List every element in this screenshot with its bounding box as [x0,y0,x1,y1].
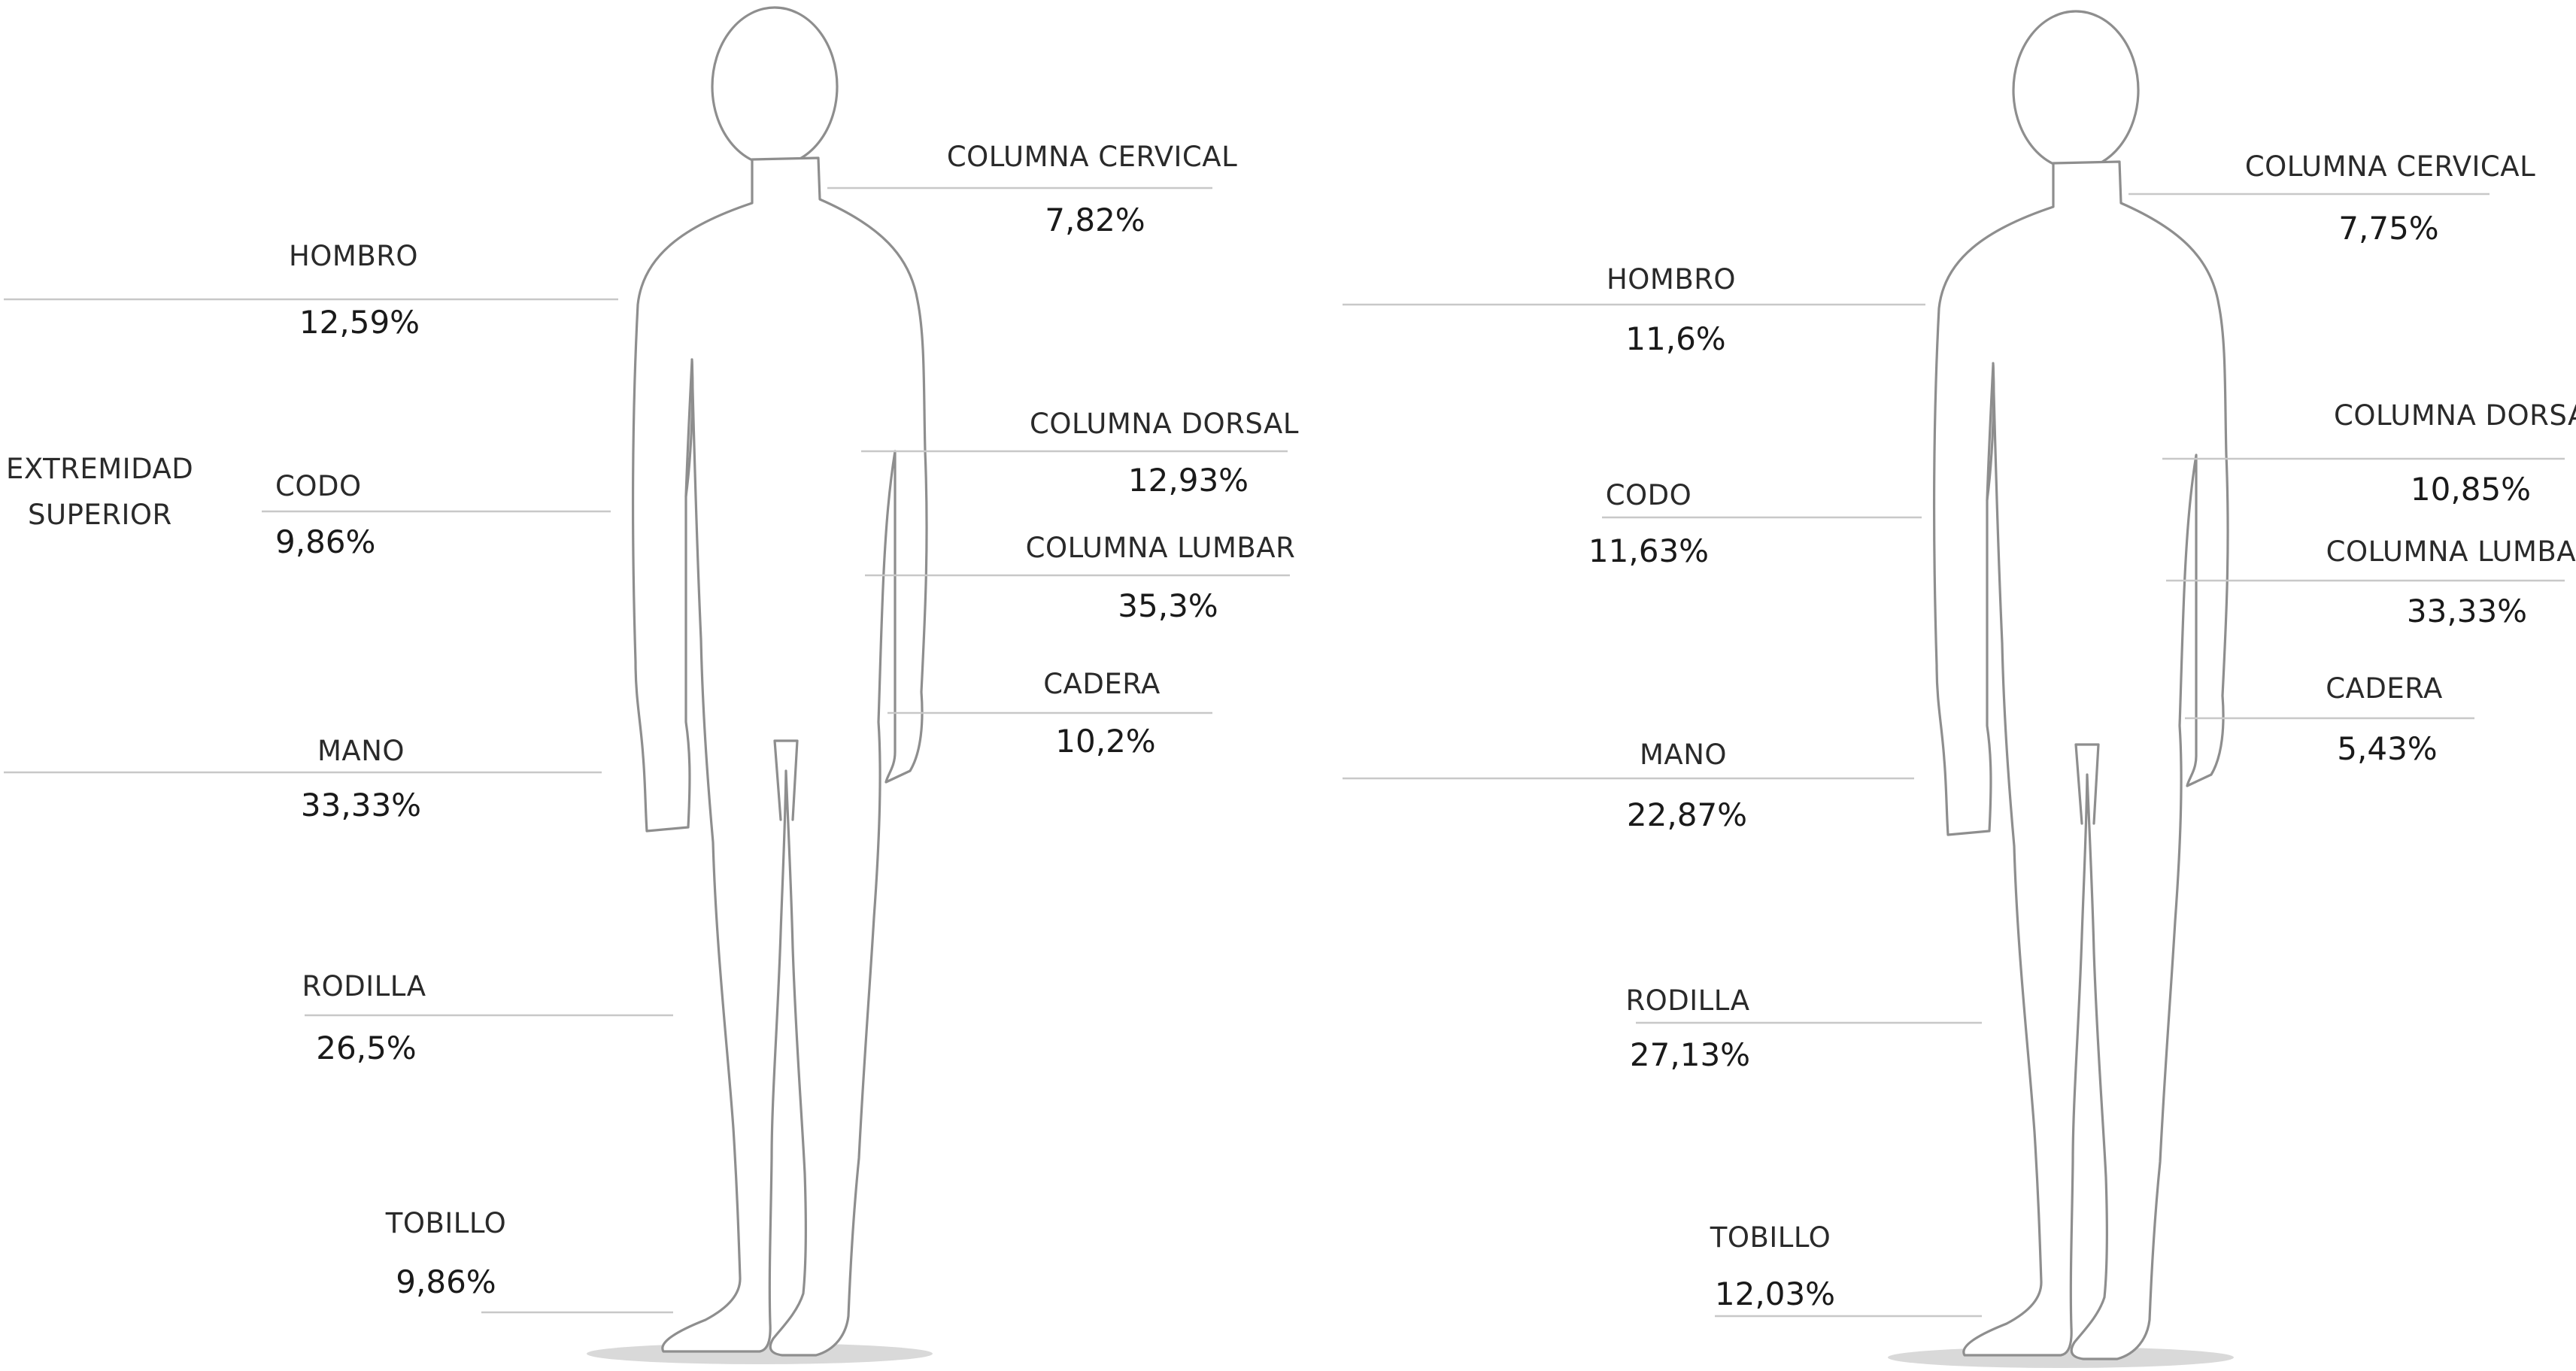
right-dorsal-label: COLUMNA DORSAL [2334,399,2576,432]
left-extremidad-superior-line1: EXTREMIDAD [6,453,194,485]
right-lumbar-value: 33,33% [2406,593,2528,629]
right-cervical-label: COLUMNA CERVICAL [2244,150,2536,183]
right-rodilla-label: RODILLA [1625,984,1750,1017]
left-dorsal-label: COLUMNA DORSAL [1030,408,1299,440]
left-extremidad-superior-line2: SUPERIOR [28,499,172,531]
right-codo-label: CODO [1605,479,1692,511]
left-dorsal-value: 12,93% [1127,462,1249,499]
right-crotch-line [2074,743,2100,825]
right-body-outline [1932,160,2229,1360]
right-hombro-label: HOMBRO [1606,263,1737,296]
right-cadera-label: CADERA [2326,672,2443,705]
right-body-figure [1932,10,2229,1360]
right-mano-value: 22,87% [1626,796,1748,833]
right-hombro-value: 11,6% [1625,320,1726,357]
right-mano-label: MANO [1639,739,1728,771]
right-tobillo-label: TOBILLO [1710,1221,1831,1254]
left-arm-gap [684,358,694,498]
left-cadera-value: 10,2% [1055,723,1156,760]
right-head [2012,10,2140,171]
left-rodilla-label: RODILLA [302,970,426,1002]
right-arm-gap [1986,362,1995,502]
left-codo-value: 9,86% [275,523,376,560]
left-rodilla-value: 26,5% [316,1030,417,1066]
left-mano-label: MANO [317,735,405,767]
left-tobillo-label: TOBILLO [385,1207,507,1239]
left-lumbar-label: COLUMNA LUMBAR [1025,532,1296,564]
right-codo-value: 11,63% [1588,532,1710,569]
left-hombro-value: 12,59% [299,304,420,341]
left-mano-value: 33,33% [300,787,422,824]
right-tobillo-value: 12,03% [1714,1275,1836,1312]
left-body-figure [631,6,928,1357]
left-cervical-value: 7,82% [1045,202,1145,238]
left-lumbar-value: 35,3% [1118,587,1218,624]
right-cervical-value: 7,75% [2338,210,2439,247]
right-rodilla-value: 27,13% [1629,1036,1751,1073]
right-lumbar-label: COLUMNA LUMBAR [2326,535,2576,568]
left-cervical-label: COLUMNA CERVICAL [946,141,1238,173]
right-cadera-value: 5,43% [2337,730,2438,767]
left-hombro-label: HOMBRO [288,240,419,272]
left-crotch-line [773,739,799,821]
left-codo-label: CODO [275,470,362,502]
left-cadera-label: CADERA [1043,668,1161,700]
right-dorsal-value: 10,85% [2410,471,2532,508]
left-tobillo-value: 9,86% [396,1263,496,1300]
